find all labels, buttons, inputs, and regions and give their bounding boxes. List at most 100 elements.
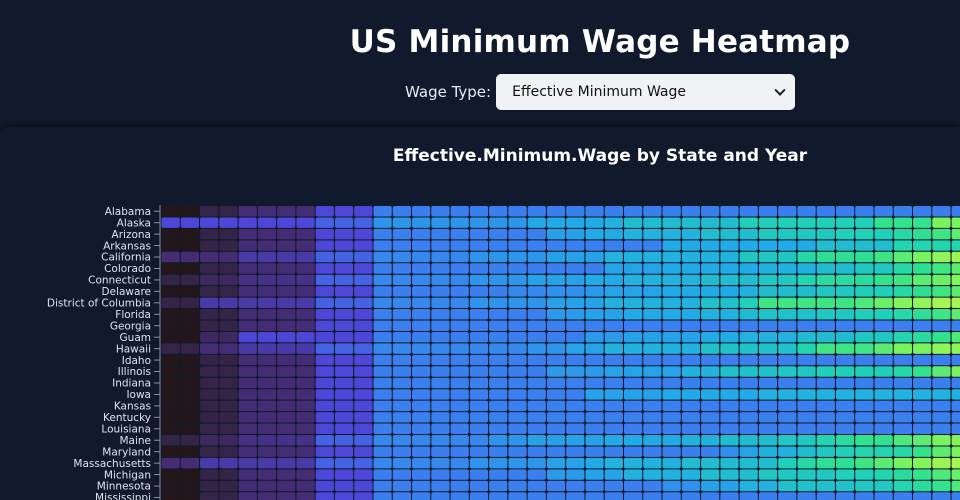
heatmap-cell[interactable] [604,206,623,217]
heatmap-cell[interactable] [238,389,257,400]
heatmap-cell[interactable] [797,263,816,274]
heatmap-cell[interactable] [758,217,778,228]
heatmap-cell[interactable] [354,366,373,377]
heatmap-cell[interactable] [778,331,797,343]
heatmap-cell[interactable] [758,331,778,343]
heatmap-cell[interactable] [662,435,681,446]
heatmap-cell[interactable] [296,206,315,217]
heatmap-cell[interactable] [797,480,816,492]
heatmap-cell[interactable] [893,469,913,480]
heatmap-cell[interactable] [277,400,296,412]
heatmap-cell[interactable] [951,400,960,412]
heatmap-cell[interactable] [893,263,913,274]
heatmap-cell[interactable] [720,251,739,263]
heatmap-cell[interactable] [527,297,546,309]
heatmap-cell[interactable] [527,389,546,400]
heatmap-cell[interactable] [797,400,816,412]
heatmap-cell[interactable] [354,240,373,251]
heatmap-cell[interactable] [701,366,720,377]
heatmap-cell[interactable] [951,366,960,377]
heatmap-cell[interactable] [508,240,527,251]
heatmap-cell[interactable] [739,435,758,446]
heatmap-cell[interactable] [219,263,238,274]
heatmap-cell[interactable] [855,446,874,457]
heatmap-cell[interactable] [431,297,450,309]
heatmap-cell[interactable] [758,446,778,457]
heatmap-cell[interactable] [489,492,508,500]
heatmap-cell[interactable] [701,435,720,446]
heatmap-cell[interactable] [739,492,758,500]
heatmap-cell[interactable] [334,457,354,469]
heatmap-cell[interactable] [932,331,951,343]
heatmap-cell[interactable] [913,366,932,377]
heatmap-cell[interactable] [720,297,739,309]
heatmap-cell[interactable] [913,286,932,297]
heatmap-cell[interactable] [161,366,180,377]
heatmap-cell[interactable] [257,366,277,377]
heatmap-cell[interactable] [585,331,604,343]
heatmap-cell[interactable] [835,263,855,274]
heatmap-cell[interactable] [354,457,373,469]
heatmap-cell[interactable] [816,309,835,320]
heatmap-cell[interactable] [373,274,392,286]
heatmap-cell[interactable] [354,423,373,434]
heatmap-cell[interactable] [296,400,315,412]
heatmap-cell[interactable] [662,446,681,457]
heatmap-cell[interactable] [257,343,277,354]
heatmap-cell[interactable] [643,480,662,492]
heatmap-cell[interactable] [238,457,257,469]
heatmap-cell[interactable] [469,286,489,297]
heatmap-cell[interactable] [932,286,951,297]
heatmap-cell[interactable] [257,206,277,217]
heatmap-cell[interactable] [527,263,546,274]
heatmap-cell[interactable] [758,469,778,480]
heatmap-cell[interactable] [180,286,200,297]
heatmap-cell[interactable] [450,492,469,500]
heatmap-cell[interactable] [739,446,758,457]
heatmap-cell[interactable] [334,389,354,400]
heatmap-cell[interactable] [739,389,758,400]
heatmap-cell[interactable] [373,217,392,228]
heatmap-cell[interactable] [893,435,913,446]
heatmap-cell[interactable] [469,240,489,251]
heatmap-cell[interactable] [527,206,546,217]
heatmap-cell[interactable] [585,217,604,228]
heatmap-cell[interactable] [681,389,701,400]
heatmap-cell[interactable] [392,297,412,309]
heatmap-cell[interactable] [623,240,643,251]
heatmap-cell[interactable] [720,240,739,251]
heatmap-cell[interactable] [835,435,855,446]
heatmap-cell[interactable] [720,492,739,500]
heatmap-cell[interactable] [296,435,315,446]
heatmap-cell[interactable] [951,309,960,320]
heatmap-cell[interactable] [604,435,623,446]
heatmap-cell[interactable] [450,206,469,217]
heatmap-cell[interactable] [238,446,257,457]
heatmap-cell[interactable] [585,251,604,263]
heatmap-cell[interactable] [296,469,315,480]
heatmap-cell[interactable] [200,389,219,400]
heatmap-cell[interactable] [412,457,431,469]
heatmap-cell[interactable] [392,320,412,331]
heatmap-cell[interactable] [450,423,469,434]
heatmap-cell[interactable] [951,320,960,331]
heatmap-cell[interactable] [527,366,546,377]
heatmap-cell[interactable] [546,331,566,343]
heatmap-cell[interactable] [508,435,527,446]
heatmap-cell[interactable] [219,400,238,412]
heatmap-cell[interactable] [238,343,257,354]
heatmap-cell[interactable] [662,240,681,251]
heatmap-cell[interactable] [913,389,932,400]
heatmap-cell[interactable] [450,366,469,377]
heatmap-cell[interactable] [296,480,315,492]
heatmap-cell[interactable] [932,412,951,423]
heatmap-cell[interactable] [431,400,450,412]
heatmap-cell[interactable] [257,354,277,366]
heatmap-cell[interactable] [816,480,835,492]
heatmap-cell[interactable] [489,251,508,263]
heatmap-cell[interactable] [816,400,835,412]
heatmap-cell[interactable] [161,274,180,286]
heatmap-cell[interactable] [469,446,489,457]
heatmap-cell[interactable] [701,228,720,240]
heatmap-cell[interactable] [527,457,546,469]
